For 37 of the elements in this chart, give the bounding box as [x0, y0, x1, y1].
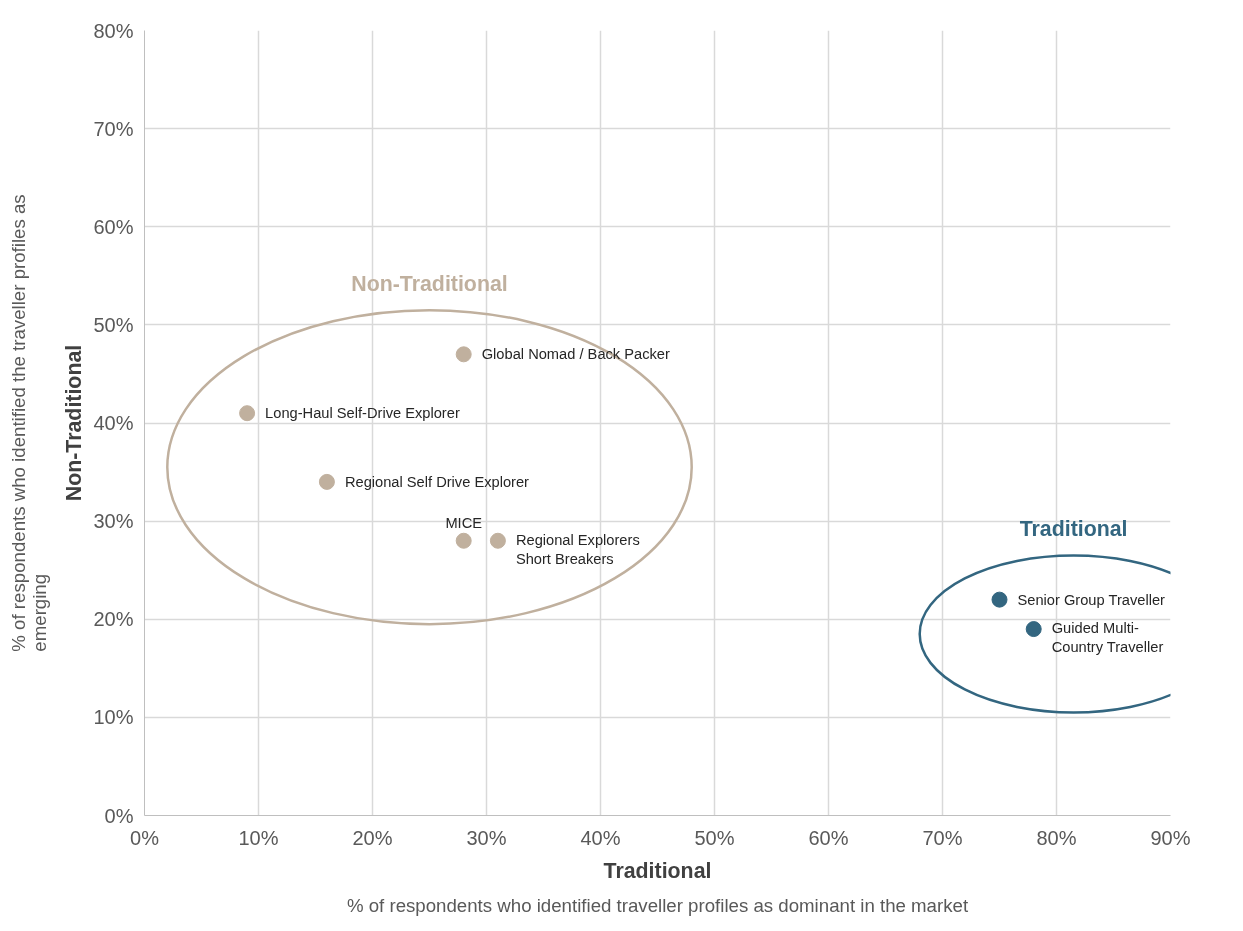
x-tick-label: 40% [580, 826, 621, 849]
point [318, 473, 335, 490]
annotation: Senior Group Traveller [1017, 591, 1166, 608]
x-tick-label: 80% [1036, 826, 1077, 849]
point [991, 591, 1008, 608]
annotation: Regional Explorers Short Breakers [515, 531, 640, 567]
annotation: Global Nomad / Back Packer [481, 346, 670, 363]
y-tick-label: 40% [93, 412, 134, 434]
x-tick-label: 20% [352, 826, 393, 849]
y-tick-label: 50% [93, 313, 134, 336]
x-tick-label: 0% [130, 826, 160, 849]
y-tick-label: 70% [93, 117, 134, 140]
y-tick-label: 30% [93, 510, 134, 533]
y-tick-label: 0% [104, 804, 134, 827]
x-tick-label: 60% [808, 826, 849, 849]
point [455, 346, 472, 363]
annotation: Regional Self Drive Explorer [344, 473, 530, 490]
point [1025, 621, 1042, 638]
text: Traditional [1019, 517, 1128, 542]
x-tick-label: 10% [238, 826, 279, 849]
annotation: Long-Haul Self-Drive Explorer [265, 405, 460, 422]
y-tick-label: 60% [93, 215, 134, 238]
text: Non-Traditional % of respondents who identified the traveller profiles as emerging [7, 194, 86, 652]
x-tick-label: 90% [1150, 826, 1191, 849]
text: Non-Traditional [351, 272, 508, 297]
x-tick-label: 70% [922, 826, 963, 849]
point [455, 532, 472, 549]
x-tick-label: 50% [694, 826, 735, 849]
y-tick-label: 20% [93, 608, 134, 631]
annotation: Guided Multi- Country Traveller [1051, 620, 1164, 656]
annotation: MICE [445, 514, 483, 531]
x-axis-title: Traditional % of respondents who identified traveller profiles as dominant in the market [346, 858, 969, 916]
point [489, 532, 506, 549]
y-tick-label: 10% [93, 706, 134, 729]
y-tick-label: 80% [93, 19, 134, 42]
point [239, 405, 256, 422]
x-tick-label: 30% [466, 826, 507, 849]
